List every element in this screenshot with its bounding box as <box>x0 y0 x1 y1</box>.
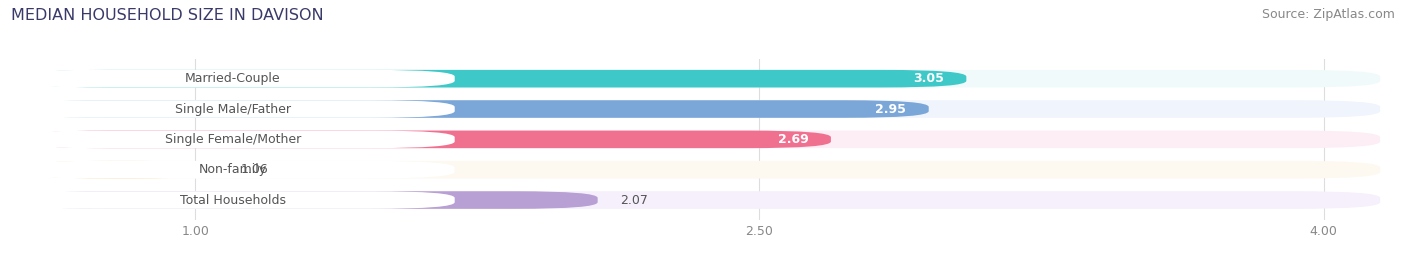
FancyBboxPatch shape <box>25 191 598 209</box>
Text: Total Households: Total Households <box>180 193 285 207</box>
FancyBboxPatch shape <box>25 191 1381 209</box>
Text: 2.69: 2.69 <box>778 133 808 146</box>
FancyBboxPatch shape <box>11 70 454 87</box>
FancyBboxPatch shape <box>11 191 454 209</box>
FancyBboxPatch shape <box>25 70 1381 87</box>
FancyBboxPatch shape <box>11 100 454 118</box>
FancyBboxPatch shape <box>11 131 454 148</box>
FancyBboxPatch shape <box>25 70 966 87</box>
Text: 1.06: 1.06 <box>240 163 269 176</box>
Text: MEDIAN HOUSEHOLD SIZE IN DAVISON: MEDIAN HOUSEHOLD SIZE IN DAVISON <box>11 8 323 23</box>
Text: 2.07: 2.07 <box>620 193 648 207</box>
Text: 2.95: 2.95 <box>876 103 905 116</box>
FancyBboxPatch shape <box>25 131 1381 148</box>
Text: Non-family: Non-family <box>198 163 267 176</box>
Text: Married-Couple: Married-Couple <box>186 72 281 85</box>
Text: 3.05: 3.05 <box>912 72 943 85</box>
FancyBboxPatch shape <box>25 100 929 118</box>
FancyBboxPatch shape <box>25 161 218 178</box>
Text: Source: ZipAtlas.com: Source: ZipAtlas.com <box>1261 8 1395 21</box>
Text: Single Female/Mother: Single Female/Mother <box>165 133 301 146</box>
FancyBboxPatch shape <box>25 131 831 148</box>
FancyBboxPatch shape <box>11 161 454 178</box>
FancyBboxPatch shape <box>25 100 1381 118</box>
Text: Single Male/Father: Single Male/Father <box>174 103 291 116</box>
FancyBboxPatch shape <box>25 161 1381 178</box>
